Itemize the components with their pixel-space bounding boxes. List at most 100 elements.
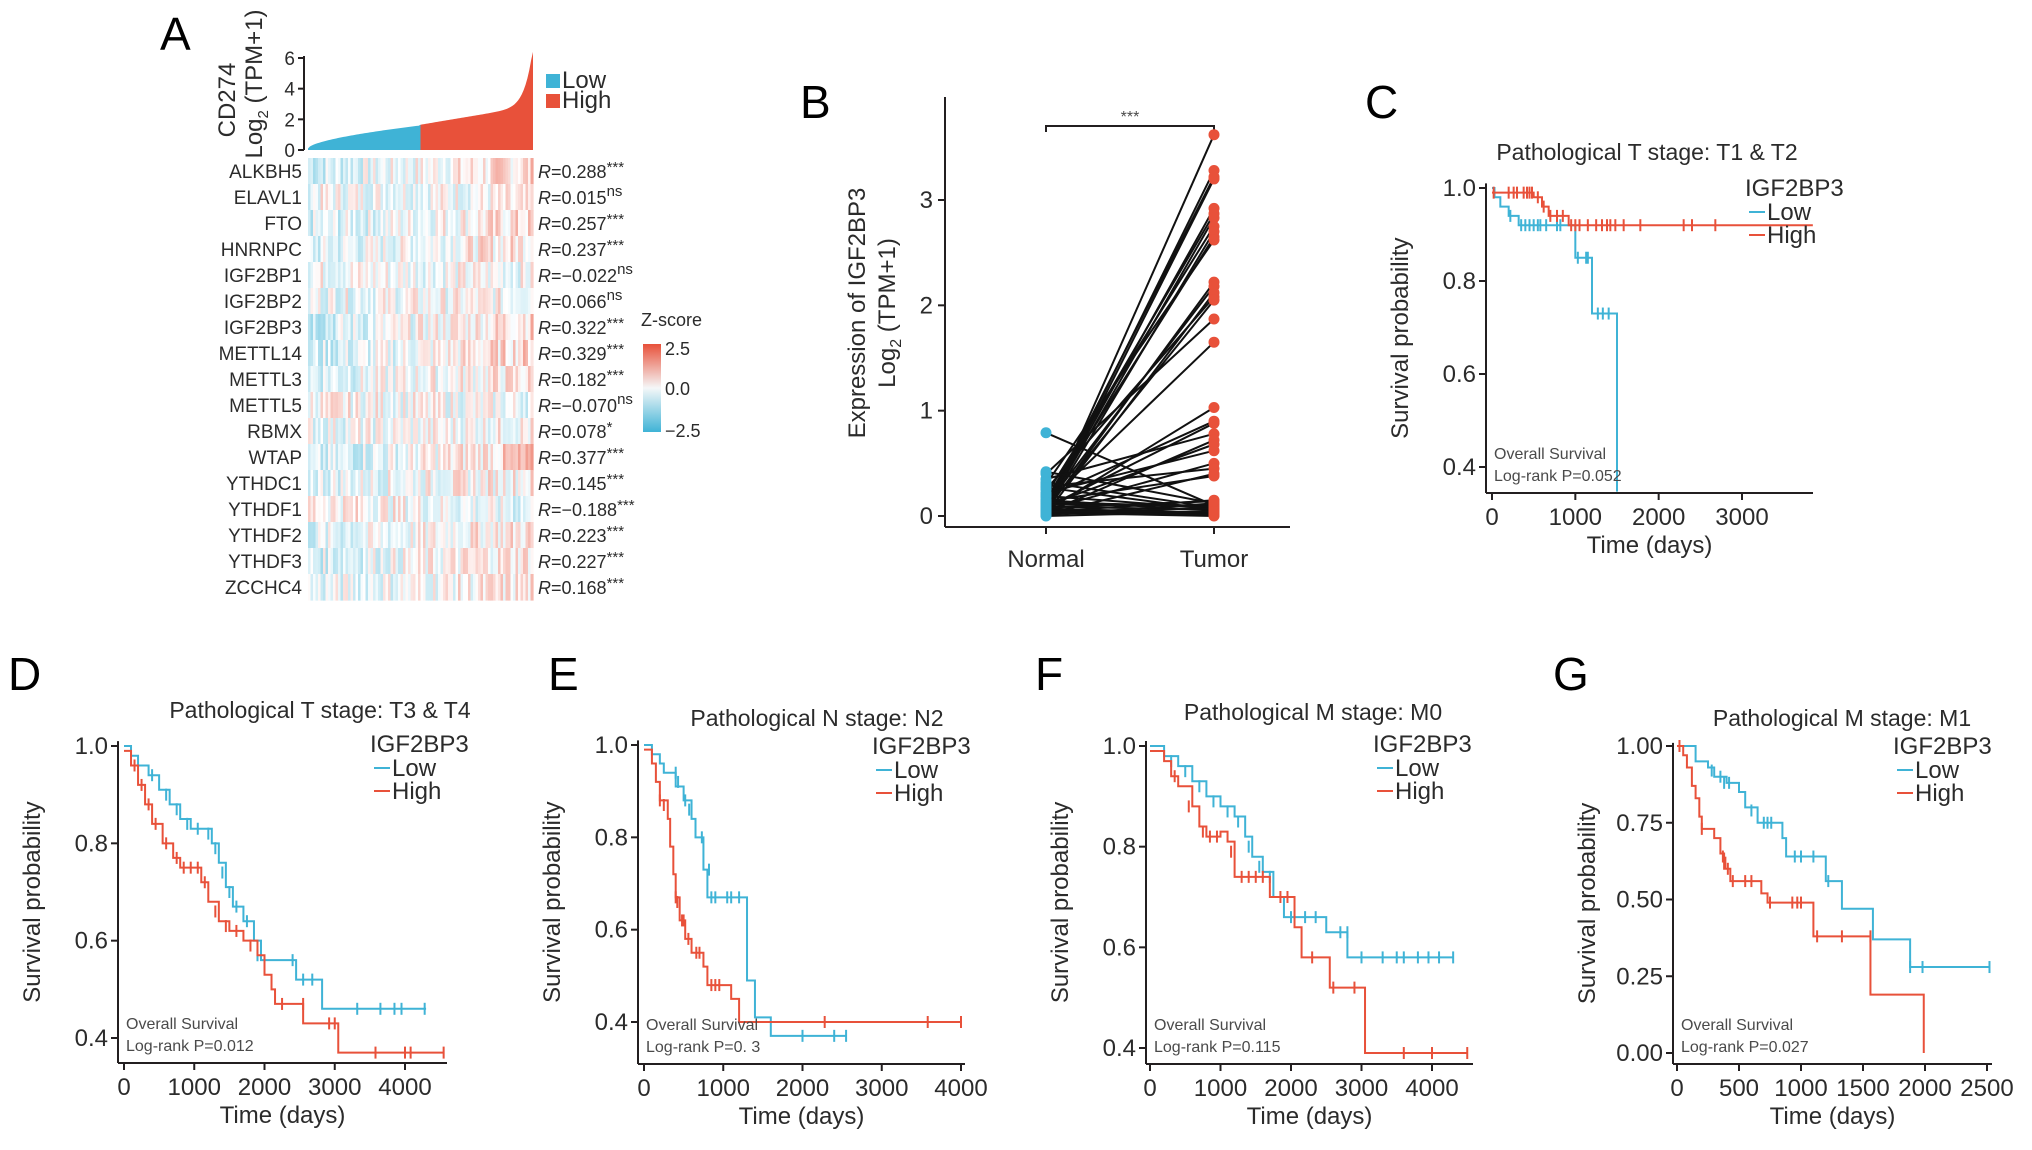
x-tick-label: 2000 xyxy=(238,1074,291,1101)
heatmap-cell xyxy=(350,496,354,523)
heatmap-cell xyxy=(405,366,409,393)
heatmap-cell xyxy=(428,548,432,575)
heatmap-cell xyxy=(393,522,397,549)
heatmap-cell xyxy=(515,184,519,211)
pair-line xyxy=(1045,439,1215,514)
r-symbol: R xyxy=(538,396,551,416)
heatmap-cell xyxy=(530,496,534,523)
heatmap-cell xyxy=(478,314,482,341)
heatmap-cell xyxy=(458,444,462,471)
gene-label: WTAP xyxy=(249,448,302,469)
heatmap-cell xyxy=(513,262,517,289)
heatmap-cell xyxy=(325,158,329,185)
heatmap-cell xyxy=(343,548,347,575)
heatmap-cell xyxy=(348,236,352,263)
heatmap-cell xyxy=(425,236,429,263)
heatmap-cell xyxy=(388,340,392,367)
heatmap-cell xyxy=(475,340,479,367)
heatmap-cell xyxy=(390,470,394,497)
heatmap-cell xyxy=(450,314,454,341)
legend-label-low: Low xyxy=(562,67,607,94)
heatmap-cell xyxy=(403,288,407,315)
heatmap-cell xyxy=(333,444,337,471)
heatmap-cell xyxy=(465,522,469,549)
legend-title: IGF2BP3 xyxy=(872,733,971,760)
heatmap-cell xyxy=(308,392,312,419)
heatmap-cell xyxy=(503,340,507,367)
heatmap-cell xyxy=(368,418,372,445)
heatmap-cell xyxy=(425,158,429,185)
y-axis-title-line2: Log2 (TPM+1) xyxy=(874,238,905,388)
y-tick-label: 2 xyxy=(920,292,933,319)
heatmap-cell xyxy=(508,470,512,497)
heatmap-cell xyxy=(403,366,407,393)
heatmap-cell xyxy=(318,340,322,367)
heatmap-cell xyxy=(343,522,347,549)
heatmap-cell xyxy=(308,262,312,289)
heatmap-cell xyxy=(368,366,372,393)
heatmap-cell xyxy=(395,444,399,471)
heatmap-cell xyxy=(340,470,344,497)
heatmap-cell xyxy=(383,288,387,315)
heatmap-cell xyxy=(428,522,432,549)
heatmap-cell xyxy=(503,288,507,315)
heatmap-cell xyxy=(443,262,447,289)
heatmap-cell xyxy=(410,470,414,497)
heatmap-cell xyxy=(408,548,412,575)
heatmap-cell xyxy=(343,496,347,523)
heatmap-cell xyxy=(335,444,339,471)
heatmap-cell xyxy=(308,548,312,575)
heatmap-cell xyxy=(458,288,462,315)
heatmap-cell xyxy=(503,392,507,419)
heatmap-cell xyxy=(313,418,317,445)
heatmap-cell xyxy=(460,210,464,237)
heatmap-cell xyxy=(350,314,354,341)
heatmap-cell xyxy=(393,236,397,263)
pair-line xyxy=(1045,467,1215,488)
heatmap-cell xyxy=(475,262,479,289)
heatmap-cell xyxy=(505,392,509,419)
correlation-label: R=0.329*** xyxy=(538,341,624,364)
heatmap-cell xyxy=(488,184,492,211)
heatmap-cell xyxy=(380,210,384,237)
heatmap-cell xyxy=(485,522,489,549)
heatmap-cell xyxy=(495,496,499,523)
heatmap-cell xyxy=(448,522,452,549)
heatmap-cell xyxy=(363,470,367,497)
heatmap-cell xyxy=(505,262,509,289)
y-axis-title: Survival probability xyxy=(1574,803,1601,1004)
heatmap-cell xyxy=(380,262,384,289)
heatmap-cell xyxy=(325,444,329,471)
correlation-label: R=0.227*** xyxy=(538,549,624,572)
heatmap-cell xyxy=(525,210,529,237)
heatmap-cell xyxy=(440,158,444,185)
heatmap-cell xyxy=(450,184,454,211)
x-tick-label: 0 xyxy=(1485,504,1498,531)
heatmap-cell xyxy=(345,314,349,341)
heatmap-cell xyxy=(348,158,352,185)
heatmap-cell xyxy=(320,288,324,315)
heatmap-cell xyxy=(413,158,417,185)
heatmap-cell xyxy=(418,288,422,315)
r-symbol: R xyxy=(538,578,551,598)
heatmap-cell xyxy=(430,262,434,289)
heatmap-cells xyxy=(308,158,534,601)
heatmap-cell xyxy=(443,522,447,549)
heatmap-cell xyxy=(438,574,442,601)
y-axis-title: Survival probability xyxy=(539,801,566,1002)
heatmap-cell xyxy=(423,574,427,601)
heatmap-cell xyxy=(518,288,522,315)
tumor-point xyxy=(1208,417,1220,429)
heatmap-cell xyxy=(400,210,404,237)
heatmap-cell xyxy=(405,418,409,445)
heatmap-cell xyxy=(348,392,352,419)
heatmap-cell xyxy=(510,340,514,367)
heatmap-cell xyxy=(310,418,314,445)
heatmap-cell xyxy=(375,470,379,497)
heatmap-cell xyxy=(458,262,462,289)
heatmap-cell xyxy=(420,496,424,523)
heatmap-cell xyxy=(448,496,452,523)
heatmap-cell xyxy=(360,262,364,289)
heatmap-cell xyxy=(393,158,397,185)
